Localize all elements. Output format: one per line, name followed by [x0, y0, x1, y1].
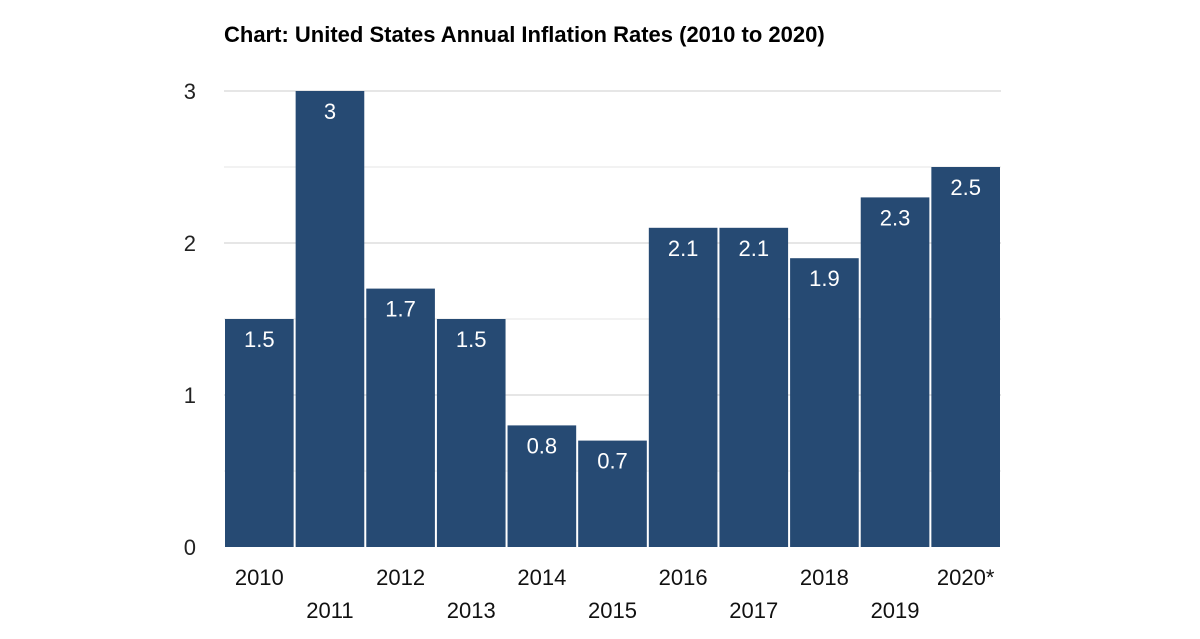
bar	[295, 91, 365, 547]
bar	[436, 319, 506, 547]
data-label: 0.7	[597, 449, 628, 474]
data-label: 0.8	[527, 433, 558, 458]
data-label: 1.7	[385, 297, 416, 322]
y-tick-label: 3	[184, 79, 196, 104]
x-tick-label: 2015	[588, 598, 637, 623]
x-tick-label: 2012	[376, 565, 425, 590]
bar	[578, 440, 647, 547]
bar	[648, 227, 718, 548]
data-label: 2.3	[880, 205, 911, 230]
data-label: 3	[324, 99, 336, 124]
x-tick-label: 2017	[729, 598, 778, 623]
x-tick-label: 2014	[517, 565, 566, 590]
data-label: 1.5	[456, 327, 487, 352]
data-label: 2.1	[668, 236, 699, 261]
bar	[931, 167, 1000, 547]
data-label: 2.5	[950, 175, 981, 200]
x-tick-label: 2019	[871, 598, 920, 623]
x-tick-label: 2013	[447, 598, 496, 623]
y-tick-label: 2	[184, 231, 196, 256]
y-tick-label: 0	[184, 535, 196, 560]
bar	[860, 197, 930, 547]
data-label: 2.1	[738, 236, 769, 261]
bar	[225, 319, 294, 547]
x-tick-label: 2011	[306, 598, 353, 623]
x-tick-label: 2016	[659, 565, 708, 590]
x-tick-label: 2020*	[937, 565, 995, 590]
bar	[366, 288, 435, 547]
x-tick-label: 2010	[235, 565, 284, 590]
bar	[719, 227, 789, 548]
chart-title: Chart: United States Annual Inflation Ra…	[224, 22, 825, 47]
x-tick-label: 2018	[800, 565, 849, 590]
bar	[790, 258, 859, 547]
data-label: 1.5	[244, 327, 275, 352]
bar	[507, 425, 577, 547]
y-tick-label: 1	[184, 383, 196, 408]
data-label: 1.9	[809, 266, 840, 291]
